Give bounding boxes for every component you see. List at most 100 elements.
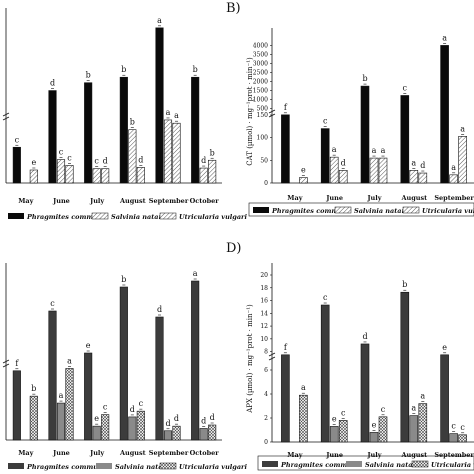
y-tick-label: 1000: [253, 97, 268, 104]
x-tick-label: May: [18, 449, 33, 457]
significance-letter: c: [323, 293, 328, 302]
significance-letter: e: [372, 420, 377, 429]
y-tick-label: 500: [257, 106, 269, 113]
significance-letter: b: [121, 65, 126, 74]
bar: [128, 129, 137, 184]
significance-letter: d: [210, 413, 215, 422]
significance-letter: a: [420, 392, 425, 401]
bar: [136, 167, 145, 184]
bar: [48, 310, 57, 441]
axis-break-mark: [2, 359, 10, 368]
panel-label-b: B): [226, 1, 241, 16]
bar: [299, 177, 308, 184]
x-tick-label: August: [400, 194, 427, 202]
bar: [12, 146, 21, 184]
significance-letter: d: [165, 419, 170, 428]
x-tick-label: August: [119, 197, 146, 205]
significance-letter: d: [174, 414, 179, 423]
legend-label-utricularia: Utricularia vulgari: [179, 463, 247, 471]
bar: [56, 402, 66, 441]
bar: [281, 114, 290, 184]
x-tick-label: July: [366, 194, 381, 202]
bar: [369, 432, 379, 443]
legend-swatch-utricularia: [159, 212, 177, 220]
axis-break-mark: [268, 109, 276, 118]
significance-letter: d: [341, 158, 346, 167]
bar: [128, 416, 137, 441]
y-tick-label: 1500: [253, 88, 268, 95]
legend-label-salvinia: Salvinia natans: [354, 207, 410, 215]
significance-letter: d: [201, 156, 206, 165]
legend-swatch-utricularia: [402, 206, 420, 214]
significance-letter: f: [284, 343, 288, 352]
x-tick-label: May: [18, 197, 33, 205]
significance-letter: a: [301, 383, 306, 392]
significance-letter: c: [381, 405, 386, 414]
legend-bottom-right: Phragmites communi Salvinia natans Utric…: [257, 455, 474, 471]
x-tick-label: July: [89, 449, 104, 457]
significance-letter: e: [86, 341, 91, 350]
y-tick-label: 2: [264, 415, 268, 422]
bar: [163, 119, 173, 184]
x-tick-label: May: [287, 194, 302, 202]
y-tick-label: 12: [260, 323, 268, 330]
significance-letter: a: [174, 111, 179, 120]
y-tick-label: 3500: [253, 51, 268, 58]
axis-break-mark: [268, 352, 276, 361]
legend-label-utricularia: Utricularia vulgari: [422, 207, 474, 215]
significance-letter: b: [210, 148, 215, 157]
y-tick-label: 2000: [253, 79, 268, 86]
bar: [400, 291, 410, 443]
axis-break-mark: [2, 112, 10, 121]
bar: [360, 343, 370, 443]
bar: [208, 424, 217, 441]
significance-letter: d: [362, 332, 367, 341]
y-axis-label: APX (µmol) · mg⁻¹prot · min⁻¹): [246, 304, 254, 414]
significance-letter: c: [67, 153, 72, 162]
significance-letter: c: [451, 422, 456, 431]
significance-letter: d: [50, 79, 55, 88]
significance-letter: a: [59, 391, 64, 400]
significance-letter: c: [323, 117, 328, 126]
significance-letter: c: [460, 423, 465, 432]
bar: [458, 434, 467, 443]
significance-letter: d: [420, 161, 425, 170]
significance-letter: d: [201, 416, 206, 425]
bar: [84, 352, 93, 441]
bar: [119, 286, 128, 441]
y-tick-label: 2500: [253, 70, 268, 77]
significance-letter: a: [166, 108, 171, 117]
bar: [172, 122, 181, 184]
significance-letter: c: [15, 135, 20, 144]
significance-letter: c: [403, 83, 408, 92]
bar: [29, 395, 38, 441]
y-tick-label: 0: [264, 439, 268, 446]
y-tick-label: 4000: [253, 42, 268, 49]
bar: [208, 159, 217, 184]
bar: [378, 416, 388, 443]
significance-letter: a: [157, 16, 162, 25]
x-tick-label: June: [325, 194, 343, 202]
legend-swatch-phragmites: [8, 213, 24, 219]
y-tick-label: 50: [260, 157, 268, 164]
significance-letter: a: [460, 124, 465, 133]
bar: [369, 157, 379, 184]
significance-letter: d: [138, 155, 143, 164]
x-tick-label: September: [149, 197, 189, 205]
bar: [48, 90, 57, 184]
significance-letter: e: [301, 166, 306, 175]
bar: [84, 82, 93, 184]
legend-swatch-utricularia: [411, 460, 429, 468]
legend-label-salvinia: Salvinia natans: [115, 463, 171, 471]
legend-swatch-salvinia: [96, 463, 112, 469]
bar: [155, 316, 164, 441]
x-tick-label: October: [190, 197, 220, 205]
bar: [409, 170, 419, 184]
legend-swatch-phragmites: [8, 463, 24, 469]
significance-letter: a: [372, 146, 377, 155]
panel-label-d: D): [226, 241, 242, 256]
significance-letter: a: [381, 146, 386, 155]
bar: [92, 425, 101, 441]
